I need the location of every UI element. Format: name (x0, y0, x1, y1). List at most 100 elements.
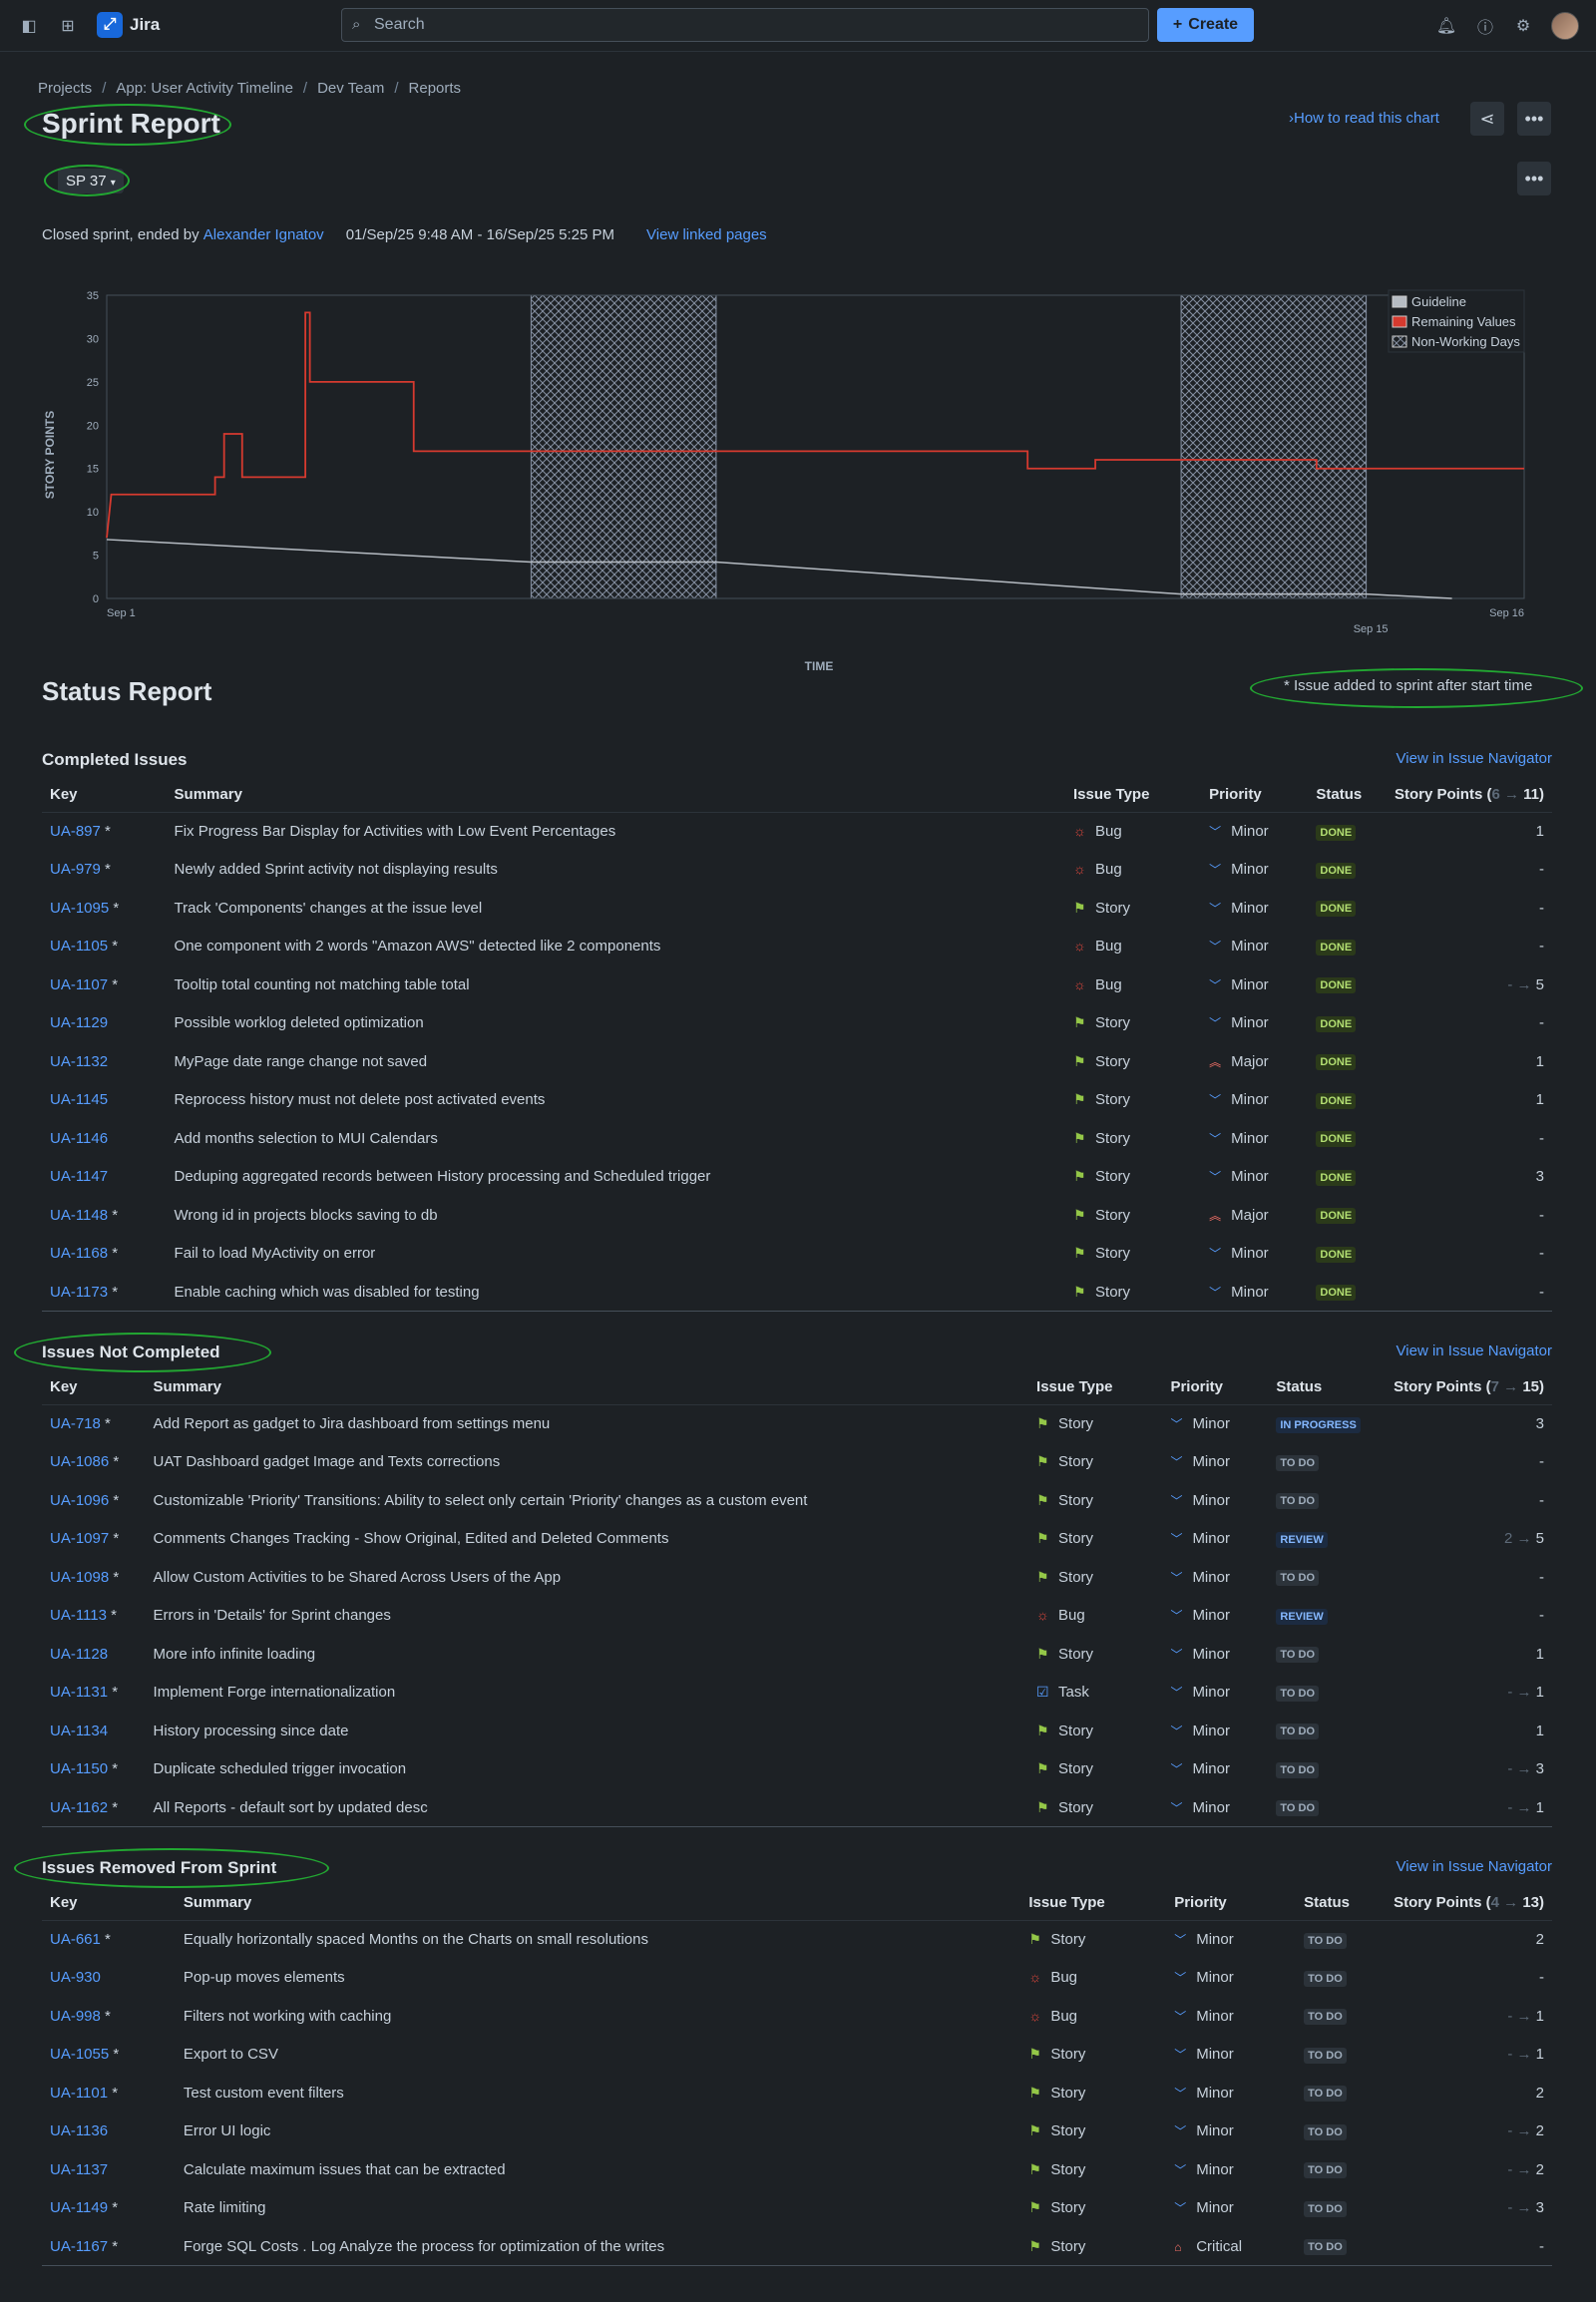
issue-key-link[interactable]: UA-1162 (50, 1798, 109, 1816)
col-header-priority[interactable]: Priority (1162, 1370, 1269, 1405)
table-row[interactable]: UA-661 * Equally horizontally spaced Mont… (42, 1920, 1552, 1959)
issue-key-link[interactable]: UA-1132 (50, 1052, 109, 1070)
col-header-key[interactable]: Key (42, 1370, 146, 1405)
table-row[interactable]: UA-897 * Fix Progress Bar Display for Act… (42, 812, 1552, 851)
issue-key-link[interactable]: UA-661 (50, 1931, 101, 1948)
issue-key-link[interactable]: UA-1147 (50, 1168, 109, 1186)
col-header-key[interactable]: Key (42, 778, 167, 813)
table-row[interactable]: UA-1149 * Rate limiting ⚑ Story ﹀ Minor TO DO -… (42, 2189, 1552, 2228)
issue-key-link[interactable]: UA-930 (50, 1969, 101, 1987)
issue-key-link[interactable]: UA-1131 (50, 1684, 109, 1702)
table-row[interactable]: UA-1128 More info infinite loading ⚑ Story ﹀… (42, 1635, 1552, 1674)
table-row[interactable]: UA-1162 * All Reports - default sort by u… (42, 1788, 1552, 1827)
table-row[interactable]: UA-718 * Add Report as gadget to Jira das… (42, 1404, 1552, 1443)
issue-key-link[interactable]: UA-1129 (50, 1014, 109, 1032)
issue-key-link[interactable]: UA-1145 (50, 1091, 109, 1109)
col-header-story-points[interactable]: Story Points (7 → 15) (1386, 1370, 1552, 1405)
table-row[interactable]: UA-979 * Newly added Sprint activity not … (42, 851, 1552, 890)
settings-gear-icon[interactable]: ⚙ (1515, 18, 1531, 35)
not-completed-view-navigator-link[interactable]: View in Issue Navigator (1396, 1343, 1552, 1359)
col-header-status[interactable]: Status (1296, 1886, 1387, 1921)
col-header-summary[interactable]: Summary (175, 1886, 1021, 1921)
issue-key-link[interactable]: UA-998 (50, 2007, 101, 2025)
create-button[interactable]: + Create (1157, 8, 1254, 42)
table-row[interactable]: UA-1113 * Errors in 'Details' for Sprint … (42, 1597, 1552, 1636)
table-row[interactable]: UA-1098 * Allow Custom Activities to be S… (42, 1558, 1552, 1597)
issue-key-link[interactable]: UA-979 (50, 861, 101, 879)
table-row[interactable]: UA-1145 Reprocess history must not delete… (42, 1081, 1552, 1120)
table-row[interactable]: UA-1136 Error UI logic ⚑ Story ﹀ Minor TO DO - … (42, 2112, 1552, 2151)
issue-key-link[interactable]: UA-1113 (50, 1607, 107, 1625)
col-header-status[interactable]: Status (1268, 1370, 1387, 1405)
table-row[interactable]: UA-930 Pop-up moves elements ☼ Bug ﹀ Minor TO … (42, 1959, 1552, 1998)
issue-key-link[interactable]: UA-1146 (50, 1129, 109, 1147)
table-row[interactable]: UA-1096 * Customizable 'Priority' Transit… (42, 1481, 1552, 1520)
user-avatar[interactable] (1551, 12, 1579, 40)
table-row[interactable]: UA-1129 Possible worklog deleted optimiza… (42, 1004, 1552, 1043)
help-icon[interactable]: ⓘ (1476, 20, 1493, 37)
issue-key-link[interactable]: UA-1137 (50, 2160, 109, 2178)
issue-key-link[interactable]: UA-1168 (50, 1245, 109, 1263)
issue-key-link[interactable]: UA-1098 (50, 1568, 110, 1586)
table-row[interactable]: UA-1095 * Track 'Components' changes at t… (42, 889, 1552, 928)
issue-key-link[interactable]: UA-1128 (50, 1645, 109, 1663)
col-header-summary[interactable]: Summary (145, 1370, 1029, 1405)
table-row[interactable]: UA-1134 History processing since date ⚑ Sto… (42, 1712, 1552, 1750)
col-header-story-points[interactable]: Story Points (6 → 11) (1386, 778, 1552, 813)
issue-key-link[interactable]: UA-1086 (50, 1453, 110, 1471)
col-header-type[interactable]: Issue Type (1028, 1370, 1163, 1405)
app-switcher-icon[interactable]: ⊞ (61, 18, 75, 35)
table-row[interactable]: UA-1132 MyPage date range change not save… (42, 1042, 1552, 1081)
removed-view-navigator-link[interactable]: View in Issue Navigator (1396, 1858, 1552, 1875)
table-row[interactable]: UA-1137 Calculate maximum issues that can… (42, 2150, 1552, 2189)
col-header-summary[interactable]: Summary (166, 778, 1066, 813)
breadcrumb-project[interactable]: App: User Activity Timeline (116, 80, 293, 97)
product-name[interactable]: Jira (130, 15, 161, 34)
issue-key-link[interactable]: UA-1105 (50, 938, 109, 956)
table-row[interactable]: UA-1131 * Implement Forge internationaliz… (42, 1674, 1552, 1713)
table-row[interactable]: UA-1147 Deduping aggregated records betwe… (42, 1158, 1552, 1197)
jira-logo[interactable]: ⤢ (97, 12, 123, 38)
issue-key-link[interactable]: UA-1101 (50, 2084, 109, 2102)
issue-key-link[interactable]: UA-1107 (50, 975, 109, 993)
table-row[interactable]: UA-1168 * Fail to load MyActivity on erro… (42, 1235, 1552, 1274)
table-row[interactable]: UA-1148 * Wrong id in projects blocks sav… (42, 1196, 1552, 1235)
breadcrumb-projects[interactable]: Projects (38, 80, 93, 97)
issue-key-link[interactable]: UA-1148 (50, 1206, 109, 1224)
issue-key-link[interactable]: UA-1149 (50, 2199, 109, 2217)
col-header-type[interactable]: Issue Type (1065, 778, 1202, 813)
col-header-key[interactable]: Key (42, 1886, 176, 1921)
search-box[interactable]: ⌕ (341, 8, 1149, 42)
issue-key-link[interactable]: UA-1136 (50, 2122, 109, 2140)
table-row[interactable]: UA-1150 * Duplicate scheduled trigger inv… (42, 1750, 1552, 1789)
issue-key-link[interactable]: UA-718 (50, 1415, 101, 1432)
table-row[interactable]: UA-1146 Add months selection to MUI Calen… (42, 1119, 1552, 1158)
table-row[interactable]: UA-1097 * Comments Changes Tracking - Sho… (42, 1520, 1552, 1559)
issue-key-link[interactable]: UA-1096 (50, 1491, 110, 1509)
col-header-priority[interactable]: Priority (1166, 1886, 1297, 1921)
completed-view-navigator-link[interactable]: View in Issue Navigator (1396, 750, 1552, 767)
table-row[interactable]: UA-998 * Filters not working with caching… (42, 1997, 1552, 2036)
share-button[interactable]: ⋖ (1470, 102, 1504, 136)
issue-key-link[interactable]: UA-1173 (50, 1283, 109, 1301)
sidebar-toggle-icon[interactable]: ◧ (21, 18, 37, 35)
issue-key-link[interactable]: UA-1134 (50, 1722, 109, 1739)
notifications-bell-icon[interactable]: 🔔︎ (1435, 18, 1457, 35)
col-header-status[interactable]: Status (1308, 778, 1387, 813)
issue-key-link[interactable]: UA-1150 (50, 1760, 109, 1778)
table-row[interactable]: UA-1055 * Export to CSV ⚑ Story ﹀ Minor TO DO -… (42, 2036, 1552, 2075)
table-row[interactable]: UA-1105 * One component with 2 words "Ama… (42, 928, 1552, 966)
col-header-type[interactable]: Issue Type (1020, 1886, 1167, 1921)
breadcrumb-reports[interactable]: Reports (408, 80, 462, 97)
col-header-priority[interactable]: Priority (1201, 778, 1309, 813)
issue-key-link[interactable]: UA-897 (50, 823, 101, 840)
sprint-more-button[interactable]: ••• (1517, 162, 1551, 195)
issue-key-link[interactable]: UA-1097 (50, 1530, 110, 1548)
table-row[interactable]: UA-1167 * Forge SQL Costs . Log Analyze t… (42, 2227, 1552, 2266)
col-header-story-points[interactable]: Story Points (4 → 13) (1386, 1886, 1552, 1921)
how-to-read-link[interactable]: ›How to read this chart (1289, 110, 1439, 127)
table-row[interactable]: UA-1086 * UAT Dashboard gadget Image and … (42, 1443, 1552, 1482)
view-linked-pages-link[interactable]: View linked pages (646, 226, 767, 243)
table-row[interactable]: UA-1101 * Test custom event filters ⚑ Story… (42, 2074, 1552, 2112)
search-input[interactable] (374, 9, 1132, 41)
